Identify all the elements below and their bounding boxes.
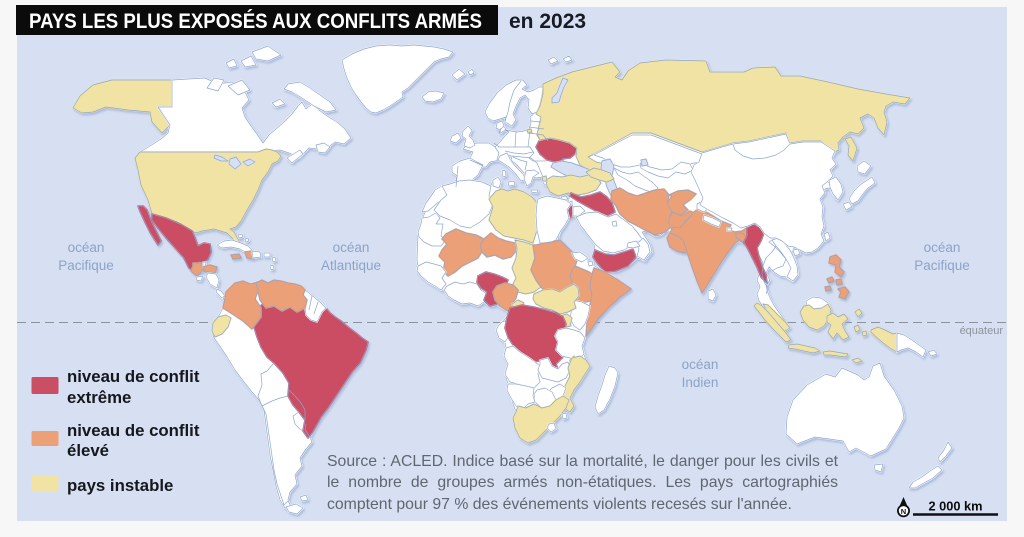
svg-text:Indien: Indien bbox=[682, 375, 719, 390]
svg-text:océan: océan bbox=[333, 240, 370, 255]
svg-text:pays instable: pays instable bbox=[67, 476, 173, 495]
svg-text:équateur: équateur bbox=[960, 325, 1004, 337]
svg-text:PAYS LES PLUS EXPOSÉS AUX CONF: PAYS LES PLUS EXPOSÉS AUX CONFLITS ARMÉS bbox=[29, 10, 482, 33]
svg-text:N: N bbox=[901, 507, 906, 516]
svg-text:2 000 km: 2 000 km bbox=[928, 499, 982, 514]
svg-text:en 2023: en 2023 bbox=[509, 10, 586, 33]
svg-text:Pacifique: Pacifique bbox=[914, 258, 970, 273]
svg-text:océan: océan bbox=[68, 240, 105, 255]
svg-text:niveau de conflit: niveau de conflit bbox=[67, 367, 200, 386]
svg-text:élevé: élevé bbox=[67, 441, 109, 460]
svg-text:océan: océan bbox=[682, 357, 719, 372]
svg-text:Pacifique: Pacifique bbox=[58, 258, 114, 273]
svg-text:Atlantique: Atlantique bbox=[321, 258, 381, 273]
svg-text:niveau de conflit: niveau de conflit bbox=[67, 421, 200, 440]
svg-text:océan: océan bbox=[924, 240, 961, 255]
svg-text:extrême: extrême bbox=[67, 388, 131, 407]
